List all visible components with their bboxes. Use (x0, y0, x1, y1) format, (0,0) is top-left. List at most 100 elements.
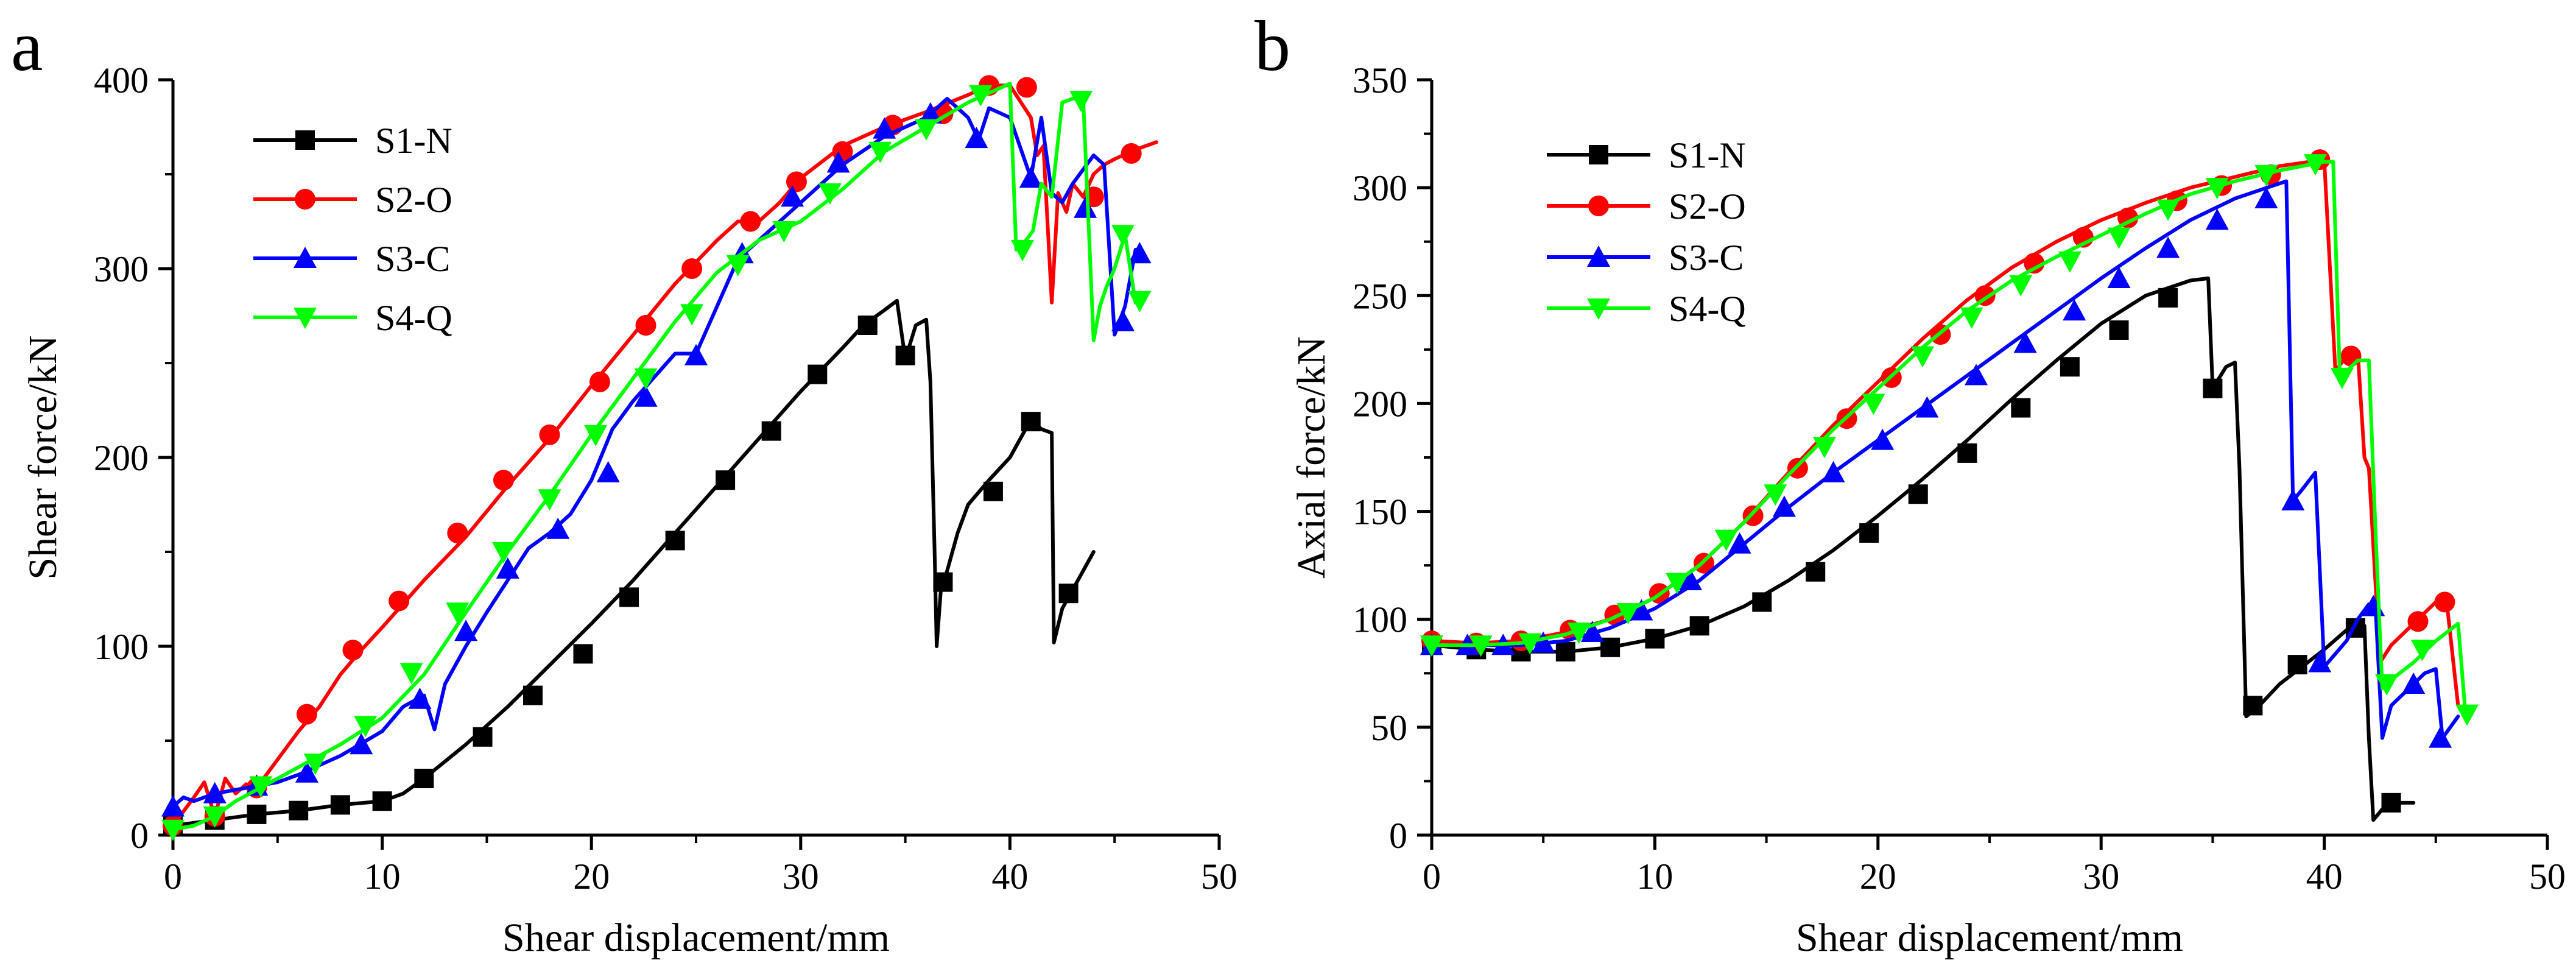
legend-label: S2-O (375, 180, 452, 220)
data-point (857, 316, 878, 335)
data-point (2340, 345, 2362, 367)
data-point (1714, 529, 1738, 551)
data-point (408, 687, 432, 709)
chart-panel-b: 0 10 20 30 40 50 0 50 100 150 200 250 300 350 Shear di… (1289, 60, 2566, 960)
data-point (1764, 484, 1787, 506)
data-point (914, 119, 938, 141)
data-point (2205, 208, 2229, 230)
y-tick-label: 300 (94, 249, 149, 289)
data-point (2281, 489, 2305, 510)
data-point (740, 211, 761, 232)
x-tick-label: 10 (364, 856, 401, 897)
x-axis-title: Shear displacement/mm (1796, 916, 2183, 960)
data-point (1728, 532, 1751, 554)
data-point (2158, 288, 2178, 308)
data-point (808, 364, 828, 384)
data-point (781, 185, 804, 207)
data-point (2156, 236, 2180, 258)
legend-label: S4-Q (375, 298, 452, 338)
data-point (619, 587, 639, 607)
data-point (1871, 428, 1895, 450)
legend-marker (295, 189, 315, 210)
data-point (895, 345, 915, 365)
data-point (203, 782, 227, 803)
data-point (1016, 77, 1037, 98)
data-point (2434, 591, 2455, 613)
data-point (716, 470, 736, 490)
data-point (665, 531, 685, 551)
data-point (1532, 631, 1555, 653)
legend-entry: S3-C (253, 239, 450, 279)
data-point (249, 776, 273, 798)
legend-marker (294, 308, 317, 329)
data-point (446, 602, 470, 624)
data-point (1074, 196, 1097, 218)
x-tick-label: 50 (2529, 856, 2566, 897)
data-point (161, 795, 185, 817)
x-tick-label: 0 (164, 856, 182, 897)
x-tick-label: 50 (1201, 856, 1237, 897)
data-point (1752, 592, 1772, 612)
data-point (289, 800, 309, 820)
data-point (1960, 307, 1983, 329)
data-point (2254, 164, 2278, 186)
data-point (933, 572, 953, 592)
data-point (1666, 573, 1689, 595)
data-point (983, 481, 1003, 501)
data-point (1616, 603, 1640, 625)
data-point (681, 258, 703, 279)
data-point (818, 183, 842, 205)
legend-marker (1589, 145, 1608, 164)
data-point (2243, 696, 2263, 716)
data-point (296, 704, 317, 725)
data-point (350, 733, 373, 755)
y-tick-label: 200 (1353, 384, 1407, 424)
data-point (2287, 655, 2307, 675)
data-point (969, 85, 993, 107)
data-point (680, 304, 704, 326)
data-point (573, 644, 593, 664)
x-tick-label: 40 (991, 856, 1028, 897)
x-tick-label: 30 (783, 856, 819, 897)
legend-label: S1-N (375, 121, 452, 161)
y-tick-label: 350 (1353, 60, 1407, 101)
x-tick-label: 10 (1636, 856, 1673, 897)
data-point (1600, 637, 1621, 657)
data-point (493, 470, 514, 491)
data-point (1689, 616, 1709, 636)
y-tick-label: 100 (94, 627, 149, 667)
data-point (342, 640, 364, 661)
x-axis-title: Shear displacement/mm (502, 916, 890, 960)
data-point (491, 542, 515, 563)
legend-label: S3-C (375, 239, 450, 279)
y-tick-label: 400 (94, 60, 149, 101)
x-tick-label: 20 (573, 856, 610, 897)
data-point (2156, 199, 2180, 221)
data-point (1111, 225, 1135, 247)
data-point (918, 102, 942, 124)
legend-label: S3-C (1669, 238, 1744, 278)
data-point (399, 663, 423, 685)
data-point (447, 523, 468, 543)
data-point (584, 425, 608, 446)
y-tick-label: 50 (1371, 708, 1407, 748)
data-point (873, 117, 896, 139)
data-point (2455, 704, 2479, 726)
data-point (596, 461, 620, 482)
data-point (1128, 242, 1152, 264)
data-point (1772, 495, 1796, 517)
data-point (247, 804, 267, 824)
legend-entry: S1-N (1547, 135, 1746, 175)
data-point (589, 372, 610, 392)
y-tick-label: 250 (1353, 276, 1407, 316)
data-point (161, 819, 185, 841)
legend-entry: S2-O (253, 180, 452, 220)
data-point (1111, 309, 1135, 331)
data-point (1821, 461, 1845, 482)
data-point (2205, 178, 2229, 200)
data-point (203, 806, 227, 828)
series-line (171, 83, 1158, 828)
data-point (546, 517, 570, 539)
data-point (414, 769, 434, 788)
data-point (2375, 674, 2399, 696)
